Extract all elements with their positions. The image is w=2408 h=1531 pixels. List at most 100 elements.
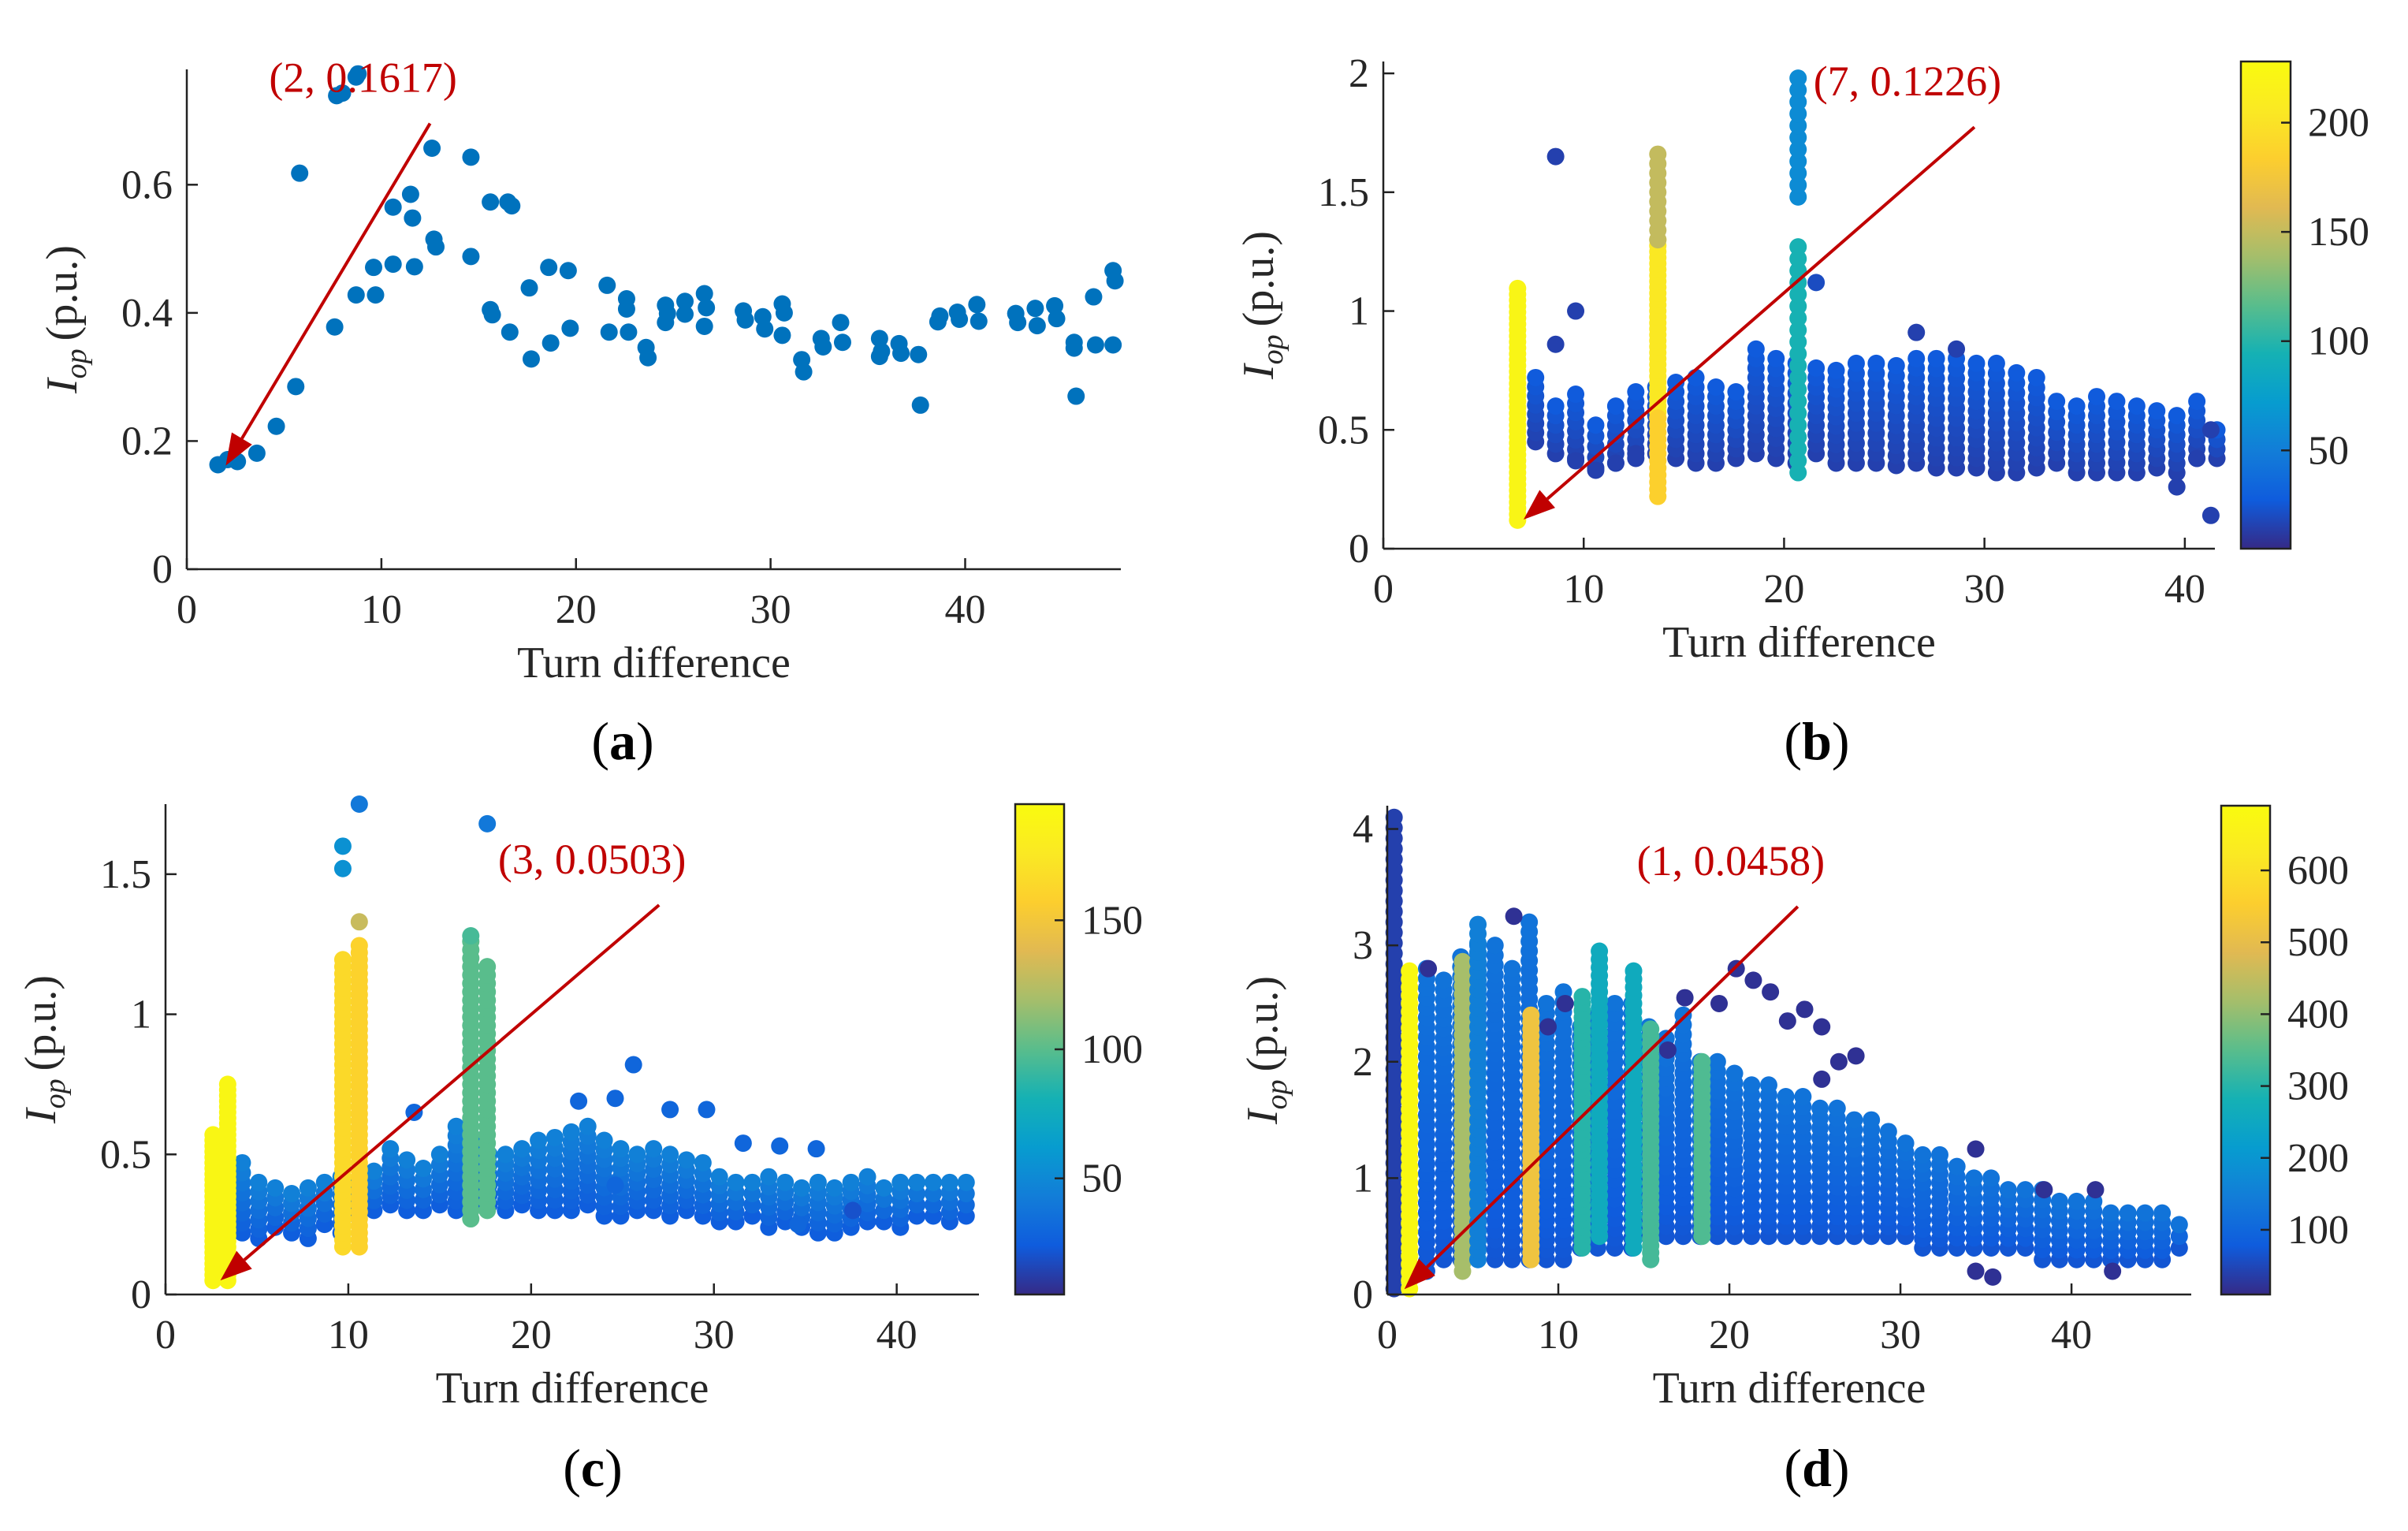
data-point bbox=[1567, 302, 1585, 320]
data-point bbox=[1984, 1268, 2002, 1286]
data-point bbox=[1747, 340, 1765, 358]
data-point bbox=[381, 1140, 400, 1158]
data-point bbox=[2168, 478, 2186, 496]
data-point bbox=[1789, 333, 1807, 351]
data-point bbox=[1948, 340, 1966, 358]
data-point bbox=[384, 198, 402, 216]
annotation-label: (3, 0.0503) bbox=[498, 836, 686, 883]
data-point bbox=[1385, 808, 1403, 826]
data-point bbox=[570, 1092, 588, 1110]
annotation-arrowhead bbox=[220, 1250, 252, 1281]
data-point bbox=[1789, 297, 1807, 315]
data-point bbox=[1587, 416, 1605, 434]
data-points bbox=[1509, 69, 2226, 529]
annotation-arrow bbox=[1425, 905, 1799, 1268]
data-point bbox=[2088, 388, 2106, 406]
data-point bbox=[1789, 381, 1807, 399]
data-point bbox=[462, 148, 480, 166]
data-point bbox=[333, 859, 352, 877]
data-point bbox=[2201, 421, 2220, 439]
data-point bbox=[892, 345, 910, 363]
data-point bbox=[1026, 300, 1044, 318]
panel-caption: (b) bbox=[1784, 711, 1849, 771]
annotation-arrow bbox=[1546, 125, 1976, 501]
data-point bbox=[2104, 1262, 2122, 1280]
x-tick-label: 0 bbox=[177, 587, 197, 632]
data-point bbox=[842, 1173, 860, 1191]
data-point bbox=[1725, 1064, 1744, 1082]
data-point bbox=[698, 1101, 716, 1119]
data-point bbox=[1789, 105, 1807, 123]
data-point bbox=[1789, 238, 1807, 256]
data-point bbox=[1789, 152, 1807, 170]
data-point bbox=[1789, 164, 1807, 182]
data-point bbox=[365, 259, 382, 277]
colorbar bbox=[2239, 60, 2292, 550]
data-point bbox=[483, 306, 501, 324]
data-point bbox=[1789, 176, 1807, 194]
data-point bbox=[2153, 1204, 2172, 1222]
data-point bbox=[1789, 440, 1807, 458]
colorbar-tick-label: 100 bbox=[1081, 1027, 1143, 1072]
data-point bbox=[447, 1117, 465, 1135]
data-point bbox=[628, 1145, 646, 1164]
data-point bbox=[1667, 373, 1685, 391]
data-point bbox=[1907, 323, 1926, 341]
data-point bbox=[1777, 1088, 1795, 1106]
colorbar-tick-label: 100 bbox=[2287, 1208, 2349, 1253]
data-point bbox=[1546, 397, 1565, 415]
data-point bbox=[1674, 1006, 1692, 1024]
data-point bbox=[350, 913, 368, 931]
data-point bbox=[1606, 994, 1624, 1012]
data-point bbox=[1573, 988, 1591, 1006]
data-point bbox=[1867, 354, 1885, 372]
data-point bbox=[891, 1173, 910, 1191]
data-point bbox=[1627, 383, 1645, 401]
chart-panel-b: 0 10 20 30 40 0 0.5 1 1.5 2 Turn difference Iop (p.u… bbox=[1234, 51, 2369, 771]
data-point bbox=[333, 837, 352, 855]
panel-caption: (a) bbox=[591, 711, 653, 771]
data-point bbox=[2188, 449, 2206, 467]
colorbar-tick-label: 100 bbox=[2308, 319, 2369, 364]
data-point bbox=[478, 814, 497, 833]
data-point bbox=[756, 320, 774, 338]
data-point bbox=[405, 258, 423, 276]
colorbar-tick-label: 150 bbox=[2308, 210, 2369, 255]
data-point bbox=[401, 185, 419, 203]
data-point bbox=[600, 323, 618, 341]
data-point bbox=[482, 193, 500, 211]
data-point bbox=[612, 1140, 630, 1158]
data-point bbox=[957, 1173, 975, 1191]
data-point bbox=[773, 326, 791, 345]
data-point bbox=[1887, 356, 1905, 374]
colorbar-tick-label: 200 bbox=[2308, 101, 2369, 146]
data-point bbox=[462, 927, 480, 945]
data-point bbox=[727, 1173, 745, 1191]
chart-panel-a: 0 10 20 30 40 0 0.2 0.4 0.6 Turn difference Iop (p.… bbox=[38, 54, 1124, 771]
colorbar-tick-label: 200 bbox=[2287, 1136, 2349, 1181]
data-point bbox=[1896, 1134, 1915, 1153]
data-point bbox=[694, 1153, 712, 1172]
x-tick-label: 20 bbox=[556, 587, 597, 632]
data-point bbox=[1693, 1052, 1711, 1071]
data-point bbox=[1567, 386, 1585, 404]
data-point bbox=[843, 1201, 862, 1220]
data-point bbox=[1796, 1000, 1814, 1019]
y-tick-label: 1.5 bbox=[1318, 170, 1369, 215]
data-point bbox=[760, 1168, 778, 1186]
y-tick-label: 1 bbox=[1353, 1156, 1373, 1201]
y-tick-label: 1 bbox=[131, 993, 151, 1037]
data-point bbox=[1048, 310, 1066, 328]
data-point bbox=[1845, 1111, 1863, 1129]
x-axis-label: Turn difference bbox=[436, 1364, 709, 1413]
x-tick-label: 30 bbox=[694, 1313, 735, 1358]
data-point bbox=[677, 1151, 695, 1169]
data-point bbox=[266, 1179, 285, 1197]
data-point bbox=[1789, 404, 1807, 423]
data-point bbox=[870, 330, 888, 348]
data-point bbox=[1927, 349, 1945, 367]
y-axis-label-symbol: I bbox=[17, 1107, 65, 1124]
data-point bbox=[530, 1131, 548, 1149]
colorbar-tick-label: 400 bbox=[2287, 992, 2349, 1037]
